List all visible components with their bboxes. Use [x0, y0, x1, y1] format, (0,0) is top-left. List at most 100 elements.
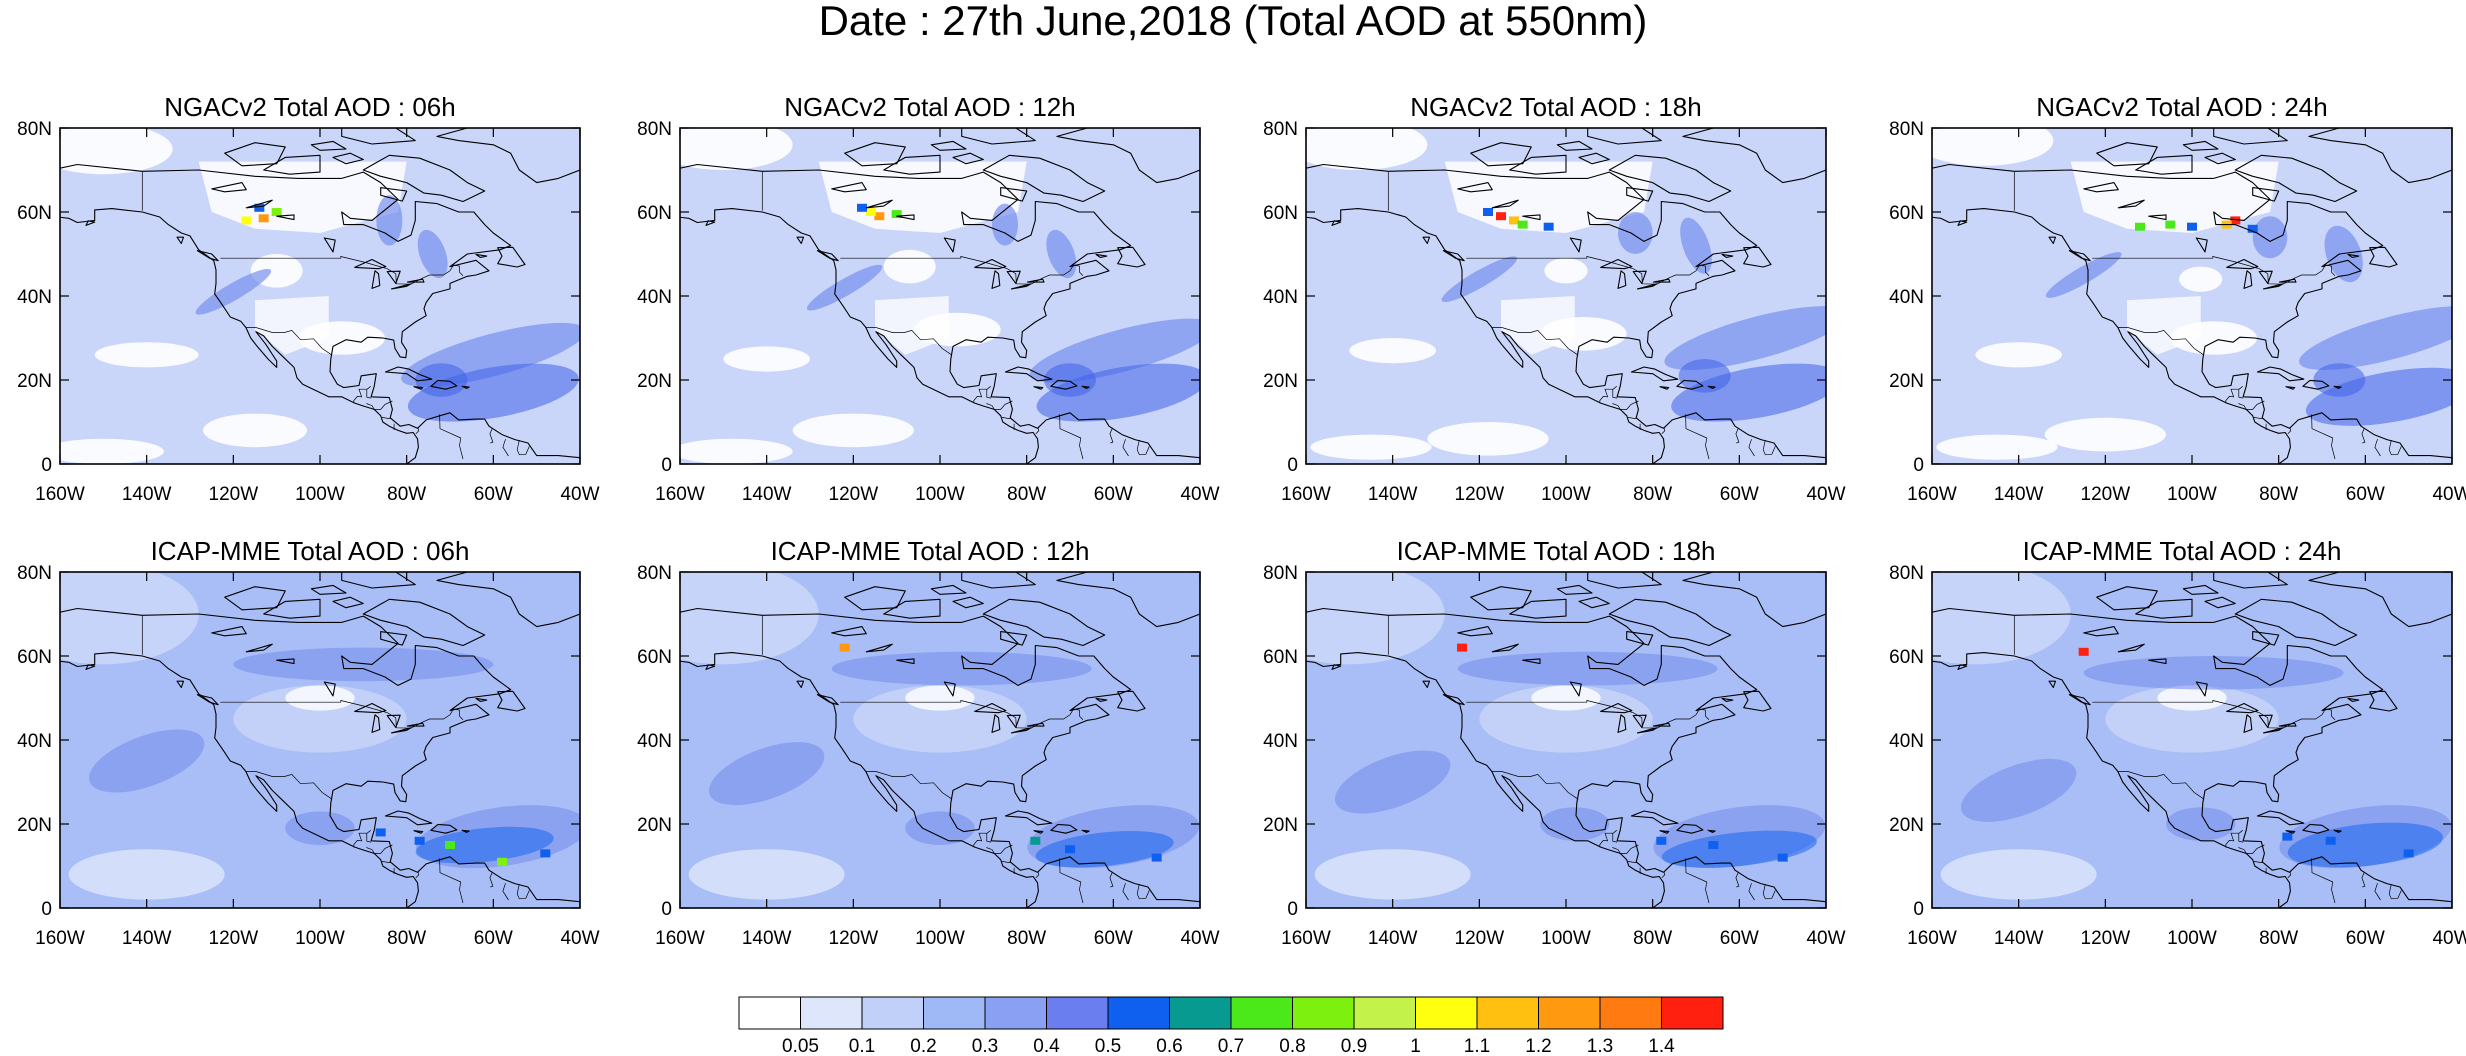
x-tick-label: 80W [387, 484, 426, 505]
aod-map: 160W 140W 120W 100W 80W 60W 40W 0 20N 40N 60N 80N [17, 563, 599, 949]
x-tick-label: 160W [1907, 484, 1957, 505]
y-tick-label: 60N [17, 203, 52, 224]
x-tick-label: 40W [1180, 928, 1219, 949]
x-tick-label: 160W [1281, 928, 1331, 949]
x-tick-label: 60W [474, 928, 513, 949]
y-tick-label: 20N [1263, 371, 1298, 392]
aod-map: 160W 140W 120W 100W 80W 60W 40W 0 20N 40N 60N 80N [1889, 563, 2466, 949]
x-tick-label: 40W [1806, 928, 1845, 949]
colorbar-swatch [1107, 996, 1170, 1030]
y-tick-label: 20N [17, 815, 52, 836]
x-tick-label: 140W [742, 484, 792, 505]
x-tick-label: 60W [2346, 484, 2385, 505]
x-tick-label: 40W [2432, 484, 2466, 505]
x-tick-label: 160W [35, 484, 85, 505]
y-tick-label: 80N [637, 563, 672, 584]
x-tick-label: 80W [1007, 484, 1046, 505]
map-panel: ICAP-MME Total AOD : 12h 160W 140W 120W 100W… [620, 536, 1240, 966]
colorbar-swatch [1292, 996, 1355, 1030]
colorbar-label: 0.1 [849, 1036, 875, 1056]
x-tick-label: 100W [1541, 484, 1591, 505]
aod-colorbar: 0.05 0.1 0.2 0.3 0.4 0.5 0.6 0.7 0.8 0.9 1 1.1 1.2 1.… [738, 996, 1724, 1056]
x-tick-label: 120W [829, 484, 879, 505]
x-tick-label: 100W [295, 484, 345, 505]
colorbar-swatch [1353, 996, 1416, 1030]
x-tick-label: 140W [1368, 928, 1418, 949]
colorbar-swatch [1169, 996, 1232, 1030]
x-tick-label: 160W [1907, 928, 1957, 949]
x-tick-label: 120W [209, 484, 259, 505]
y-tick-label: 0 [1287, 455, 1298, 476]
aod-field [60, 572, 580, 908]
y-tick-label: 60N [1263, 203, 1298, 224]
x-tick-label: 120W [1455, 928, 1505, 949]
x-tick-label: 60W [2346, 928, 2385, 949]
x-tick-label: 120W [2081, 928, 2131, 949]
colorbar-label: 1.4 [1648, 1036, 1675, 1056]
x-tick-label: 40W [560, 928, 599, 949]
panel-title: NGACv2 Total AOD : 06h [164, 92, 456, 122]
colorbar-swatch [1046, 996, 1109, 1030]
y-tick-label: 20N [1889, 371, 1924, 392]
x-tick-label: 60W [1720, 928, 1759, 949]
y-tick-label: 20N [637, 371, 672, 392]
colorbar-swatch [1538, 996, 1601, 1030]
aod-field [1306, 572, 1826, 908]
aod-field [680, 128, 1200, 464]
x-tick-label: 120W [1455, 484, 1505, 505]
panel-title: NGACv2 Total AOD : 18h [1410, 92, 1702, 122]
aod-map: 160W 140W 120W 100W 80W 60W 40W 0 20N 40N 60N 80N [1263, 119, 1845, 505]
colorbar-swatch [1661, 996, 1724, 1030]
colorbar-label: 0.9 [1341, 1036, 1367, 1056]
x-tick-label: 100W [295, 928, 345, 949]
x-tick-label: 80W [2259, 928, 2298, 949]
x-tick-label: 60W [1094, 928, 1133, 949]
aod-map: 160W 140W 120W 100W 80W 60W 40W 0 20N 40N 60N 80N [1889, 119, 2466, 505]
colorbar-swatch [738, 996, 801, 1030]
colorbar-label: 1.3 [1587, 1036, 1613, 1056]
x-tick-label: 160W [1281, 484, 1331, 505]
colorbar-swatch [1599, 996, 1662, 1030]
y-tick-label: 60N [1263, 647, 1298, 668]
y-tick-label: 0 [41, 455, 52, 476]
panel-title: ICAP-MME Total AOD : 18h [1396, 536, 1716, 566]
x-tick-label: 100W [915, 928, 965, 949]
y-tick-label: 0 [41, 899, 52, 920]
y-tick-label: 0 [661, 455, 672, 476]
y-tick-label: 80N [637, 119, 672, 140]
colorbar-swatch [984, 996, 1047, 1030]
y-tick-label: 60N [17, 647, 52, 668]
colorbar-swatch [923, 996, 986, 1030]
colorbar-swatch [1415, 996, 1478, 1030]
x-tick-label: 60W [1720, 484, 1759, 505]
y-tick-label: 80N [1889, 563, 1924, 584]
y-tick-label: 40N [1889, 287, 1924, 308]
colorbar-swatch [800, 996, 863, 1030]
colorbar-label: 1.1 [1464, 1036, 1490, 1056]
x-tick-label: 80W [1633, 928, 1672, 949]
x-tick-label: 40W [1806, 484, 1845, 505]
aod-field [1932, 128, 2452, 464]
colorbar-label: 0.05 [782, 1036, 819, 1056]
x-tick-label: 40W [2432, 928, 2466, 949]
y-tick-label: 40N [17, 287, 52, 308]
y-tick-label: 40N [17, 731, 52, 752]
colorbar-label: 0.5 [1095, 1036, 1121, 1056]
x-tick-label: 140W [122, 928, 172, 949]
y-tick-label: 20N [17, 371, 52, 392]
aod-map: 160W 140W 120W 100W 80W 60W 40W 0 20N 40N 60N 80N [1263, 563, 1845, 949]
colorbar-label: 0.7 [1218, 1036, 1244, 1056]
x-tick-label: 120W [209, 928, 259, 949]
figure-title: Date : 27th June,2018 (Total AOD at 550n… [818, 0, 1648, 44]
y-tick-label: 80N [17, 119, 52, 140]
x-tick-label: 160W [655, 484, 705, 505]
aod-map: 160W 140W 120W 100W 80W 60W 40W 0 20N 40N 60N 80N [17, 119, 599, 505]
colorbar-label: 0.2 [910, 1036, 936, 1056]
colorbar-label: 1 [1410, 1036, 1421, 1056]
x-tick-label: 40W [1180, 484, 1219, 505]
panel-title: ICAP-MME Total AOD : 12h [770, 536, 1090, 566]
y-tick-label: 20N [1889, 815, 1924, 836]
x-tick-label: 100W [915, 484, 965, 505]
colorbar-label: 0.8 [1279, 1036, 1305, 1056]
panel-title: NGACv2 Total AOD : 24h [2036, 92, 2328, 122]
